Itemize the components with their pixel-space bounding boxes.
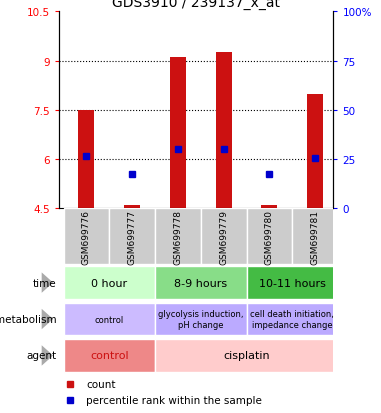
Bar [201,209,247,265]
Text: percentile rank within the sample: percentile rank within the sample [86,395,263,405]
Bar [155,266,247,299]
Bar [307,94,323,209]
Bar [292,209,338,265]
Text: time: time [33,278,57,288]
Text: count: count [86,379,116,389]
Text: control: control [95,315,124,324]
Polygon shape [42,345,53,366]
Bar [247,303,338,336]
Text: control: control [90,351,129,361]
Title: GDS3910 / 239137_x_at: GDS3910 / 239137_x_at [112,0,280,10]
Text: 0 hour: 0 hour [91,278,127,288]
Polygon shape [42,273,53,293]
Text: cisplatin: cisplatin [223,351,270,361]
Text: GSM699776: GSM699776 [82,209,91,264]
Bar [109,209,155,265]
Text: GSM699777: GSM699777 [128,209,137,264]
Text: GSM699781: GSM699781 [311,209,320,264]
Bar [261,205,277,209]
Bar [155,303,247,336]
Text: GSM699778: GSM699778 [173,209,182,264]
Bar [155,339,338,372]
Text: agent: agent [27,351,57,361]
Bar [124,205,140,209]
Bar [64,209,109,265]
Bar [247,266,338,299]
Text: cell death initiation,
impedance change: cell death initiation, impedance change [250,310,334,329]
Polygon shape [42,309,53,330]
Text: glycolysis induction,
pH change: glycolysis induction, pH change [158,310,243,329]
Bar [216,53,232,209]
Text: GSM699779: GSM699779 [219,209,228,264]
Text: GSM699780: GSM699780 [265,209,274,264]
Bar [64,303,155,336]
Bar [170,58,186,209]
Bar [247,209,292,265]
Bar [78,111,94,209]
Bar [64,339,155,372]
Bar [64,266,155,299]
Text: metabolism: metabolism [0,314,57,324]
Text: 8-9 hours: 8-9 hours [174,278,227,288]
Bar [155,209,201,265]
Text: 10-11 hours: 10-11 hours [259,278,326,288]
